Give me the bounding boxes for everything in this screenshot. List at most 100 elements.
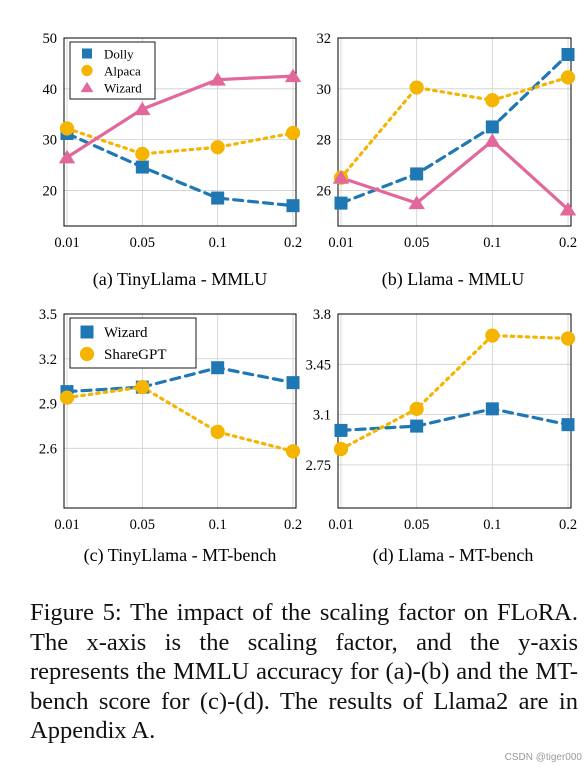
x-tick-label: 0.05 (404, 517, 429, 533)
x-tick-label: 0.01 (54, 517, 79, 533)
y-tick-label: 30 (317, 82, 332, 98)
data-point-wizard (410, 419, 424, 433)
x-tick-label: 0.01 (328, 235, 353, 251)
figure-caption: Figure 5: The impact of the scaling fact… (30, 598, 578, 746)
caption-rest: . The x-axis is the scaling factor, and … (30, 599, 578, 744)
x-tick-label: 0.2 (284, 235, 302, 251)
data-point-dolly (410, 167, 424, 181)
data-point-wizard (334, 423, 348, 437)
x-tick-label: 0.01 (54, 235, 79, 251)
data-point-dolly (286, 199, 300, 213)
chart-panel-4: 0.01 0.05 0.1 0.2 2.75 3.1 3.45 3.8 (d) Llama - … (306, 307, 577, 566)
panel-title: (b) Llama - MMLU (382, 269, 524, 290)
data-point-sharegpt (210, 424, 225, 439)
x-tick-label: 0.2 (559, 235, 577, 251)
data-point-dolly (561, 48, 575, 62)
x-tick-label: 0.05 (404, 235, 429, 251)
x-tick-label: 0.05 (130, 235, 155, 251)
legend-label: Alpaca (104, 64, 141, 79)
watermark: CSDN @tiger000 (504, 752, 582, 763)
series-line-wizard (339, 407, 570, 432)
data-point-wizard (484, 133, 501, 147)
y-tick-label: 3.1 (313, 408, 331, 424)
plot-frame (63, 313, 297, 509)
panel-title: (c) TinyLlama - MT-bench (84, 545, 277, 566)
plot-frame (337, 313, 572, 509)
caption-method-name: FLoRA (496, 599, 572, 626)
data-point-alpaca (59, 121, 75, 136)
data-point-alpaca (560, 70, 576, 85)
data-point-alpaca (409, 80, 424, 95)
x-tick-label: 0.2 (284, 517, 302, 533)
legend: Dolly Alpaca Wizard (69, 41, 156, 100)
data-point-wizard (209, 72, 226, 86)
legend-marker-alpaca (81, 64, 93, 77)
data-point-sharegpt (285, 444, 301, 459)
series-line-sharegpt (65, 385, 295, 453)
y-tick-label: 32 (317, 31, 332, 47)
data-point-wizard (284, 68, 302, 83)
x-tick-label: 0.05 (130, 517, 155, 533)
data-point-dolly (334, 196, 348, 210)
data-point-dolly (211, 191, 225, 205)
chart-panel-2: 0.01 0.05 0.1 0.2 26 28 30 32 (b) Llama - MMLU (317, 31, 578, 290)
data-point-wizard (408, 195, 425, 210)
y-tick-label: 2.75 (306, 458, 331, 474)
x-tick-label: 0.1 (209, 235, 227, 251)
legend-marker-wizard (80, 325, 94, 339)
series-line-wizard (65, 74, 295, 160)
x-tick-label: 0.1 (483, 517, 501, 533)
legend: Wizard ShareGPT (69, 317, 197, 369)
legend-label: Wizard (104, 81, 142, 96)
panel-title: (a) TinyLlama - MMLU (93, 269, 268, 290)
data-point-dolly (135, 160, 149, 174)
chart-panel-1: 0.01 0.05 0.1 0.2 20 30 40 50 Dolly Alpaca Wizard (… (43, 31, 303, 290)
series-line-dolly (65, 131, 295, 208)
y-tick-label: 26 (317, 183, 332, 199)
legend-marker-dolly (82, 48, 92, 59)
x-tick-label: 0.2 (559, 517, 577, 533)
data-point-sharegpt (560, 331, 576, 346)
data-point-wizard (211, 361, 225, 375)
caption-prefix: Figure 5: The impact of the scaling fact… (30, 599, 497, 626)
data-point-wizard (559, 202, 577, 216)
series-line-wizard (339, 139, 570, 212)
figure-panels: 0.01 0.05 0.1 0.2 20 30 40 50 Dolly Alpaca Wizard (… (39, 31, 578, 566)
y-tick-label: 20 (43, 183, 58, 199)
data-point-wizard (485, 402, 499, 416)
data-point-wizard (58, 149, 76, 164)
series-line-alpaca (339, 75, 570, 180)
y-tick-label: 50 (43, 31, 58, 47)
series-line-alpaca (65, 126, 295, 156)
y-tick-label: 2.6 (39, 441, 57, 457)
data-point-dolly (485, 120, 499, 134)
y-tick-label: 40 (43, 82, 58, 98)
legend-marker-wizard (80, 81, 94, 93)
data-point-alpaca (485, 93, 500, 108)
y-tick-label: 3.8 (313, 307, 331, 323)
x-tick-label: 0.1 (209, 517, 227, 533)
chart-panel-3: 0.01 0.05 0.1 0.2 2.6 2.9 3.2 3.5 Wizard ShareGPT… (39, 307, 302, 566)
series-line-sharegpt (339, 333, 570, 451)
data-point-wizard (286, 376, 300, 390)
data-point-sharegpt (409, 401, 424, 416)
data-point-sharegpt (59, 390, 75, 405)
x-tick-label: 0.01 (328, 517, 353, 533)
y-tick-label: 2.9 (39, 397, 57, 413)
y-tick-label: 30 (43, 133, 58, 149)
data-point-sharegpt (135, 380, 150, 395)
y-tick-label: 3.45 (306, 357, 331, 373)
y-tick-label: 3.2 (39, 352, 57, 368)
legend-label: Dolly (104, 47, 134, 62)
plot-frame (337, 37, 572, 227)
data-point-wizard (332, 170, 350, 184)
data-point-alpaca (135, 146, 150, 161)
panel-title: (d) Llama - MT-bench (373, 545, 534, 566)
x-tick-label: 0.1 (483, 235, 501, 251)
data-point-sharegpt (485, 328, 500, 343)
data-point-wizard (561, 418, 575, 432)
series-line-dolly (339, 52, 570, 205)
y-tick-label: 3.5 (39, 307, 57, 323)
data-point-sharegpt (333, 441, 349, 457)
legend-marker-sharegpt (79, 346, 95, 362)
